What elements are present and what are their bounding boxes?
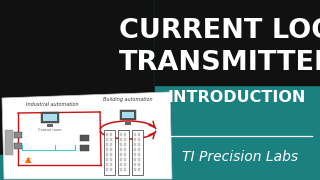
Bar [110, 133, 112, 136]
Bar [124, 143, 126, 146]
Bar [110, 143, 112, 146]
Bar [120, 153, 122, 156]
Bar [106, 163, 108, 166]
Bar [138, 133, 140, 136]
Bar [132, 130, 143, 175]
Bar [138, 138, 140, 141]
Bar [138, 148, 140, 151]
Text: ▲: ▲ [25, 155, 31, 164]
Text: INTRODUCTION: INTRODUCTION [168, 89, 306, 105]
Bar [104, 130, 115, 175]
Bar [80, 135, 89, 141]
Bar [120, 143, 122, 146]
Bar [138, 143, 140, 146]
Bar [124, 158, 126, 161]
Polygon shape [2, 92, 172, 179]
Text: Industrial automation: Industrial automation [26, 102, 78, 107]
Bar [138, 158, 140, 161]
Bar [120, 168, 122, 171]
Bar [134, 163, 136, 166]
Bar [124, 133, 126, 136]
Bar [106, 138, 108, 141]
Bar [106, 143, 108, 146]
Bar [138, 168, 140, 171]
Bar [120, 110, 136, 120]
Bar [110, 138, 112, 141]
Text: TI Precision Labs: TI Precision Labs [182, 150, 298, 164]
Bar [106, 148, 108, 151]
Bar [0, 155, 155, 180]
Bar [106, 133, 108, 136]
Bar [110, 153, 112, 156]
Bar [120, 163, 122, 166]
Bar [134, 133, 136, 136]
Bar [122, 112, 134, 118]
Bar [134, 158, 136, 161]
Bar [47, 124, 53, 127]
Bar [125, 122, 131, 125]
Bar [106, 168, 108, 171]
Bar [124, 148, 126, 151]
Bar [155, 0, 320, 85]
Bar [106, 158, 108, 161]
Bar [124, 163, 126, 166]
Bar [138, 153, 140, 156]
Bar [120, 158, 122, 161]
Text: Control room: Control room [38, 128, 62, 132]
Text: TRANSMITTERS: TRANSMITTERS [119, 50, 320, 76]
Bar [155, 0, 320, 180]
Bar [138, 163, 140, 166]
Bar [110, 163, 112, 166]
Bar [118, 130, 129, 175]
Bar [41, 112, 59, 123]
Bar [43, 114, 57, 121]
Bar [110, 168, 112, 171]
Bar [120, 133, 122, 136]
Bar [134, 153, 136, 156]
Bar [124, 138, 126, 141]
Text: Building automation: Building automation [103, 97, 153, 102]
Text: ~: ~ [25, 156, 31, 162]
Bar [80, 145, 89, 151]
Bar [110, 148, 112, 151]
Bar [134, 168, 136, 171]
Bar [124, 153, 126, 156]
Bar [110, 158, 112, 161]
Bar [106, 153, 108, 156]
Bar [120, 138, 122, 141]
Bar [14, 132, 22, 138]
Bar [120, 148, 122, 151]
Text: CURRENT LOOP: CURRENT LOOP [119, 18, 320, 44]
Bar [134, 148, 136, 151]
Bar [134, 138, 136, 141]
Bar [14, 143, 22, 149]
Bar [5, 130, 13, 155]
Bar [134, 143, 136, 146]
Bar [124, 168, 126, 171]
